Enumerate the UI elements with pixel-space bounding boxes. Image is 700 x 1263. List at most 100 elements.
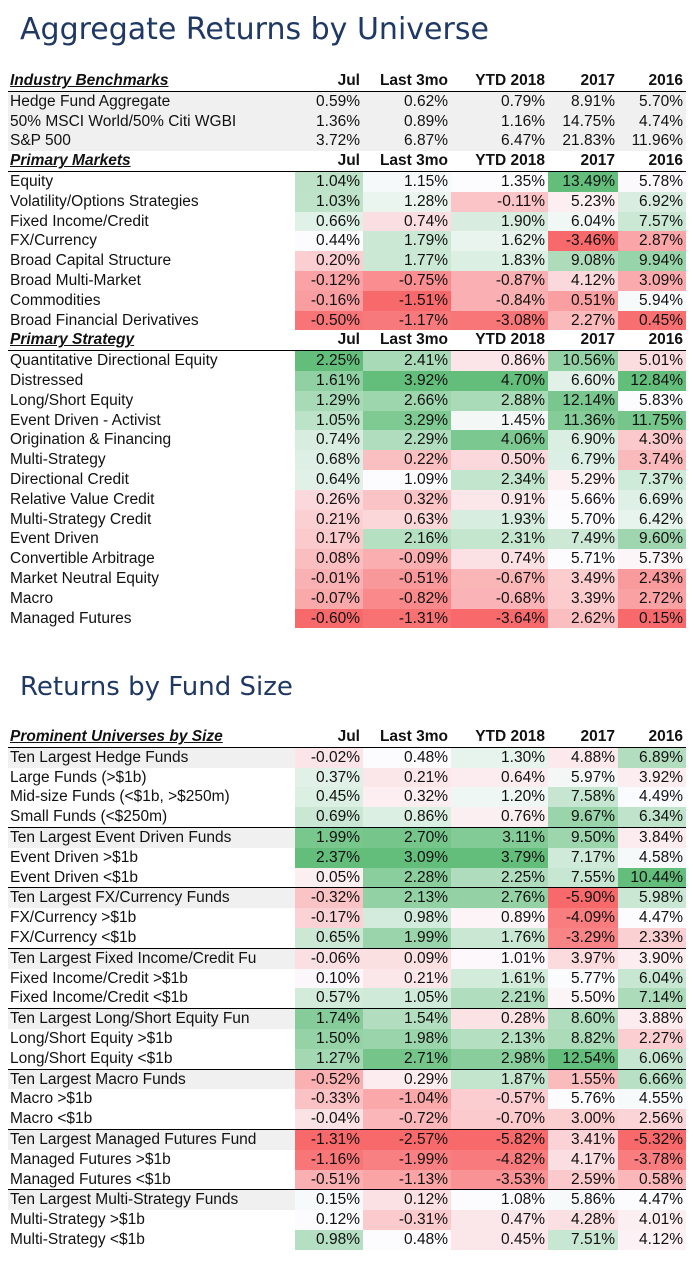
row-label: Ten Largest FX/Currency Funds bbox=[8, 887, 295, 909]
row-label: Broad Financial Derivatives bbox=[10, 311, 199, 329]
value-cell: 0.51% bbox=[548, 290, 618, 311]
value-cell: 9.67% bbox=[548, 807, 618, 828]
value-cell: 2.62% bbox=[548, 608, 618, 629]
value-cell: -1.31% bbox=[363, 608, 451, 629]
value-cell: 1.98% bbox=[363, 1028, 451, 1049]
value-cell: 1.55% bbox=[548, 1068, 618, 1090]
value-cell: 2.25% bbox=[295, 350, 363, 371]
value-cell: -0.31% bbox=[363, 1210, 451, 1230]
value-cell: 2.88% bbox=[451, 390, 548, 411]
value-cell: 6.04% bbox=[548, 211, 618, 232]
table-row: 50% MSCI World/50% Citi WGBI 1.36% 0.89% 1.… bbox=[8, 111, 686, 132]
value-cell: 5.01% bbox=[618, 350, 686, 371]
value-cell: -0.51% bbox=[295, 1169, 363, 1190]
table-row: Quantitative Directional Equity 2.25% 2.41… bbox=[8, 350, 686, 371]
row-label: Long/Short Equity >$1b bbox=[10, 1029, 173, 1047]
value-cell: 1.30% bbox=[451, 747, 548, 768]
value-cell: 1.83% bbox=[451, 251, 548, 271]
value-cell: 2.27% bbox=[618, 1028, 686, 1049]
value-cell: 2.33% bbox=[618, 927, 686, 949]
value-cell: 2.34% bbox=[451, 469, 548, 490]
value-cell: 9.50% bbox=[548, 826, 618, 848]
table-row: Long/Short Equity <$1b 1.27% 2.71% 2.98% 12.… bbox=[8, 1048, 686, 1070]
value-cell: 12.54% bbox=[548, 1048, 618, 1070]
value-cell: -0.04% bbox=[295, 1109, 363, 1130]
row-label: Large Funds (>$1b) bbox=[10, 768, 147, 786]
column-header: 2017 bbox=[548, 330, 618, 352]
value-cell: 6.04% bbox=[618, 968, 686, 989]
value-cell: 0.66% bbox=[295, 211, 363, 232]
value-cell: 2.16% bbox=[363, 529, 451, 550]
value-cell: 5.71% bbox=[548, 549, 618, 569]
value-cell: 6.92% bbox=[618, 191, 686, 212]
value-cell: 0.79% bbox=[451, 91, 548, 112]
row-label: Broad Capital Structure bbox=[10, 252, 172, 270]
value-cell: 6.89% bbox=[618, 747, 686, 768]
value-cell: 8.91% bbox=[548, 91, 618, 112]
value-cell: 0.21% bbox=[363, 968, 451, 989]
value-cell: -0.51% bbox=[363, 568, 451, 589]
table-row: Ten Largest Long/Short Equity Fun 1.74% 1.… bbox=[8, 1008, 686, 1029]
table-row: Ten Largest Hedge Funds -0.02% 0.48% 1.30% 4… bbox=[8, 747, 686, 768]
value-cell: 0.74% bbox=[363, 211, 451, 232]
value-cell: -0.84% bbox=[451, 290, 548, 311]
value-cell: 7.55% bbox=[548, 867, 618, 888]
value-cell: 0.86% bbox=[363, 807, 451, 828]
value-cell: 0.74% bbox=[451, 549, 548, 569]
value-cell: 3.41% bbox=[548, 1128, 618, 1150]
column-header: Last 3mo bbox=[363, 151, 451, 172]
table-row: Managed Futures <$1b -0.51% -1.13% -3.53% 2.… bbox=[8, 1169, 686, 1190]
row-label: Ten Largest Fixed Income/Credit Fu bbox=[8, 947, 295, 969]
value-cell: -3.08% bbox=[451, 310, 548, 331]
value-cell: 3.49% bbox=[548, 568, 618, 589]
value-cell: 1.90% bbox=[451, 211, 548, 232]
value-cell: 0.45% bbox=[451, 1229, 548, 1250]
row-label: 50% MSCI World/50% Citi WGBI bbox=[8, 111, 295, 132]
page-title: Aggregate Returns by Universe bbox=[20, 12, 489, 47]
value-cell: 1.99% bbox=[295, 826, 363, 848]
value-cell: 7.51% bbox=[548, 1229, 618, 1250]
value-cell: -0.70% bbox=[451, 1109, 548, 1130]
value-cell: 5.70% bbox=[548, 509, 618, 530]
value-cell: 3.92% bbox=[363, 370, 451, 391]
value-cell: -0.60% bbox=[295, 608, 363, 629]
value-cell: 2.25% bbox=[451, 867, 548, 888]
value-cell: 0.74% bbox=[295, 430, 363, 451]
table-row: Fixed Income/Credit >$1b 0.10% 0.21% 1.61% 5… bbox=[8, 968, 686, 989]
header-row: Primary Strategy Jul Last 3mo YTD 2018 2017 2… bbox=[8, 330, 686, 352]
value-cell: 7.57% bbox=[618, 211, 686, 232]
value-cell: 9.08% bbox=[548, 251, 618, 271]
value-cell: -1.51% bbox=[363, 290, 451, 311]
value-cell: 3.00% bbox=[548, 1109, 618, 1130]
value-cell: 2.87% bbox=[618, 231, 686, 252]
value-cell: 6.60% bbox=[548, 370, 618, 391]
value-cell: -0.68% bbox=[451, 588, 548, 609]
column-header: Jul bbox=[295, 727, 363, 748]
table-row: Hedge Fund Aggregate 0.59% 0.62% 0.79% 8.91%… bbox=[8, 91, 686, 112]
value-cell: 3.11% bbox=[451, 826, 548, 848]
row-label: Origination & Financing bbox=[10, 431, 172, 449]
value-cell: 6.34% bbox=[618, 807, 686, 828]
value-cell: 0.37% bbox=[295, 767, 363, 788]
value-cell: -5.90% bbox=[548, 887, 618, 909]
row-label: Directional Credit bbox=[10, 470, 129, 488]
value-cell: -1.17% bbox=[363, 310, 451, 331]
value-cell: 3.90% bbox=[618, 947, 686, 969]
value-cell: -0.57% bbox=[451, 1089, 548, 1110]
row-label: Market Neutral Equity bbox=[10, 569, 160, 587]
value-cell: 0.89% bbox=[363, 111, 451, 132]
table-row: Long/Short Equity 1.29% 2.66% 2.88% 12.14% 5.… bbox=[8, 390, 686, 411]
value-cell: 2.27% bbox=[548, 310, 618, 331]
column-header: YTD 2018 bbox=[451, 330, 548, 352]
table-row: Distressed 1.61% 3.92% 4.70% 6.60% 12.84% bbox=[8, 370, 686, 391]
value-cell: 13.49% bbox=[548, 171, 618, 192]
value-cell: 11.96% bbox=[618, 131, 686, 152]
value-cell: -4.09% bbox=[548, 908, 618, 928]
column-header: 2017 bbox=[548, 71, 618, 92]
value-cell: -0.32% bbox=[295, 887, 363, 909]
value-cell: -1.99% bbox=[363, 1149, 451, 1170]
value-cell: 2.70% bbox=[363, 826, 451, 848]
value-cell: 0.29% bbox=[363, 1068, 451, 1090]
value-cell: 1.62% bbox=[451, 231, 548, 252]
value-cell: 1.76% bbox=[451, 927, 548, 949]
